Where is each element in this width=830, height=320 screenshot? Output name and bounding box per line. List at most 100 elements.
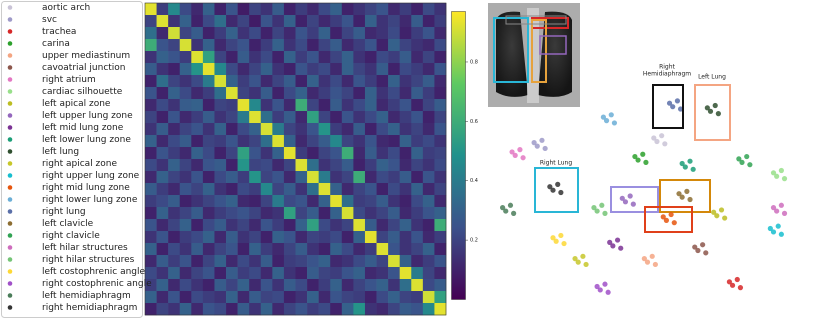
legend-marker — [7, 281, 13, 286]
heatmap-cell — [145, 87, 157, 100]
heatmap-cell — [145, 3, 157, 16]
heatmap-cell — [318, 135, 331, 148]
heatmap-cell — [168, 15, 181, 28]
heatmap-cell — [399, 291, 412, 304]
heatmap-cell — [168, 87, 181, 100]
heatmap-cell — [411, 159, 424, 172]
legend-label: right lung — [42, 207, 86, 217]
heatmap-cell — [168, 123, 181, 136]
point — [711, 209, 717, 215]
heatmap-cell — [179, 87, 192, 100]
heatmap-cell — [249, 135, 262, 148]
heatmap-cell — [168, 303, 181, 316]
heatmap-cell — [318, 291, 331, 304]
heatmap-cell — [399, 279, 412, 292]
heatmap-cell — [226, 231, 238, 244]
heatmap-cell — [272, 87, 285, 100]
heatmap-cell — [330, 207, 343, 220]
point — [684, 188, 690, 194]
heatmap-cell — [353, 255, 366, 268]
heatmap-cell — [168, 255, 181, 268]
heatmap-cell — [156, 159, 169, 172]
heatmap-cell — [341, 51, 354, 64]
heatmap-cell — [179, 3, 192, 16]
legend-label: right hemidiaphragm — [42, 303, 137, 313]
heatmap-cell — [168, 3, 181, 16]
heatmap-cell — [376, 135, 389, 148]
point — [677, 106, 684, 112]
heatmap-cell — [249, 207, 262, 220]
heatmap-cell — [202, 111, 215, 124]
heatmap-cell — [422, 255, 435, 268]
heatmap-cell — [202, 279, 215, 292]
heatmap-cell — [237, 195, 250, 208]
heatmap-cell — [214, 207, 227, 220]
heatmap-cell — [260, 291, 273, 304]
heatmap-cell — [272, 243, 285, 256]
point — [594, 208, 600, 214]
heatmap-cell — [283, 99, 296, 112]
heatmap-cell — [260, 303, 273, 316]
heatmap-cell — [202, 291, 215, 304]
point — [534, 143, 540, 149]
heatmap-cell — [307, 291, 319, 304]
point — [703, 250, 709, 256]
heatmap-cell — [422, 87, 435, 100]
heatmap-cell — [388, 267, 400, 280]
heatmap-cell — [399, 195, 412, 208]
point — [654, 138, 660, 145]
heatmap-cell — [330, 75, 343, 88]
legend-label: right upper lung zone — [42, 171, 140, 181]
heatmap-cell — [341, 15, 354, 28]
point — [511, 210, 517, 216]
point — [714, 213, 720, 219]
heatmap-cell — [422, 195, 435, 208]
heatmap-cell — [179, 231, 192, 244]
legend-marker — [7, 5, 13, 10]
heatmap-cell — [191, 111, 204, 124]
point — [770, 229, 777, 235]
heatmap-cell — [168, 291, 181, 304]
heatmap-cell — [318, 75, 331, 88]
heatmap-cell — [156, 291, 169, 304]
heatmap-cell — [179, 63, 192, 76]
heatmap-cell — [330, 303, 343, 316]
heatmap-cell — [399, 63, 412, 76]
heatmap-cell — [214, 123, 227, 136]
heatmap-cell — [330, 63, 343, 76]
heatmap-cell — [168, 231, 181, 244]
heatmap-cell — [283, 27, 296, 40]
heatmap-cell — [330, 99, 343, 112]
heatmap-cell — [330, 267, 343, 280]
point — [607, 239, 613, 245]
heatmap-cell — [145, 291, 157, 304]
heatmap-cell — [388, 279, 400, 292]
heatmap-cell — [237, 39, 250, 52]
heatmap-cell — [434, 3, 447, 16]
heatmap-cell — [388, 255, 400, 268]
heatmap-cell — [341, 243, 354, 256]
heatmap-cell — [318, 111, 331, 124]
heatmap-cell — [364, 207, 377, 220]
heatmap-cell — [237, 3, 250, 16]
heatmap-cell — [283, 123, 296, 136]
heatmap-cell — [237, 15, 250, 28]
legend-marker — [7, 149, 13, 154]
heatmap-cell — [388, 291, 400, 304]
heatmap-cell — [156, 219, 169, 232]
heatmap-cell — [353, 51, 366, 64]
legend-marker — [7, 293, 13, 298]
heatmap-cell — [376, 207, 389, 220]
point — [632, 153, 638, 160]
legend-marker — [7, 233, 13, 238]
heatmap-cell — [318, 303, 331, 316]
heatmap-cell — [156, 99, 169, 112]
legend-frame — [1, 1, 143, 318]
point — [542, 145, 548, 152]
heatmap-cell — [388, 183, 400, 196]
heatmap-cell — [376, 15, 389, 28]
legend-marker — [7, 17, 13, 22]
point — [718, 207, 725, 213]
heatmap-cell — [307, 195, 319, 208]
heatmap-cell — [341, 75, 354, 88]
